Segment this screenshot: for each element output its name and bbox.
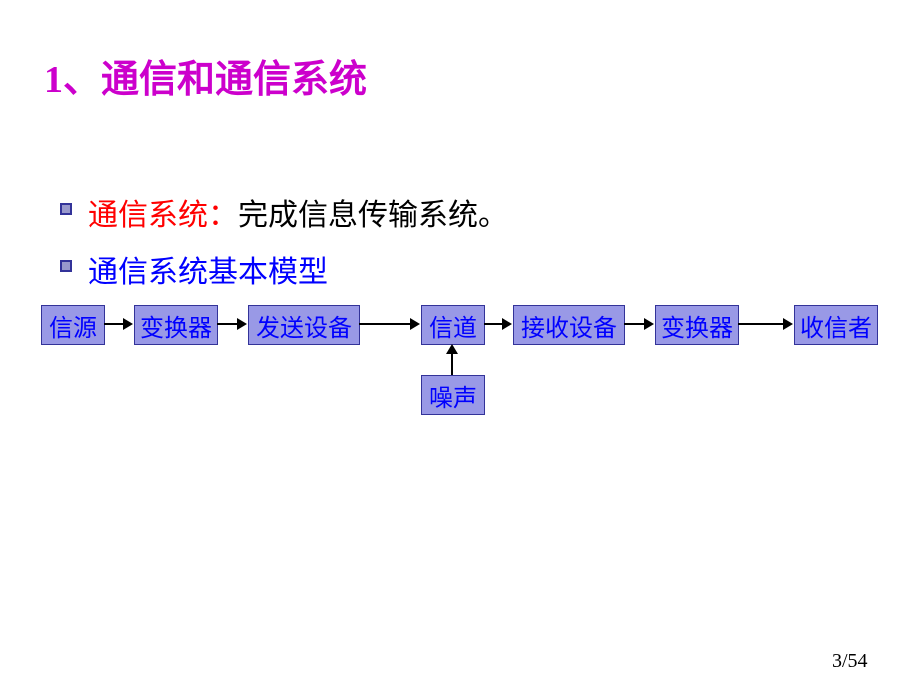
arrow-n3-n4 bbox=[359, 323, 410, 325]
arrow-head-n1-n2 bbox=[123, 318, 133, 330]
page-number: 3/54 bbox=[832, 650, 868, 673]
flow-node-n2: 变换器 bbox=[134, 305, 218, 345]
flow-node-n1: 信源 bbox=[41, 305, 105, 345]
bullet-marker bbox=[60, 260, 72, 272]
text-span: 通信系统基本模型 bbox=[88, 256, 328, 289]
bullet-text-b2: 通信系统基本模型 bbox=[88, 247, 328, 291]
arrow-n1-n2 bbox=[104, 323, 123, 325]
arrow-noise-to-channel bbox=[451, 354, 453, 375]
arrow-head-noise-to-channel bbox=[446, 344, 458, 354]
flow-node-n4: 信道 bbox=[421, 305, 485, 345]
flow-node-n3: 发送设备 bbox=[248, 305, 360, 345]
slide-title: 1、通信和通信系统 bbox=[44, 48, 367, 103]
bullet-text-b1: 通信系统：完成信息传输系统。 bbox=[88, 190, 508, 234]
flow-node-n6: 变换器 bbox=[655, 305, 739, 345]
arrow-head-n3-n4 bbox=[410, 318, 420, 330]
flow-node-n5: 接收设备 bbox=[513, 305, 625, 345]
arrow-n6-n7 bbox=[738, 323, 783, 325]
arrow-head-n2-n3 bbox=[237, 318, 247, 330]
arrow-n5-n6 bbox=[624, 323, 644, 325]
arrow-head-n5-n6 bbox=[644, 318, 654, 330]
arrow-n4-n5 bbox=[484, 323, 502, 325]
arrow-head-n6-n7 bbox=[783, 318, 793, 330]
flow-node-n7: 收信者 bbox=[794, 305, 878, 345]
bullet-marker bbox=[60, 203, 72, 215]
arrow-n2-n3 bbox=[217, 323, 237, 325]
text-span: 通信系统： bbox=[88, 199, 238, 232]
text-span: 完成信息传输系统。 bbox=[238, 199, 508, 232]
flow-node-noise: 噪声 bbox=[421, 375, 485, 415]
arrow-head-n4-n5 bbox=[502, 318, 512, 330]
